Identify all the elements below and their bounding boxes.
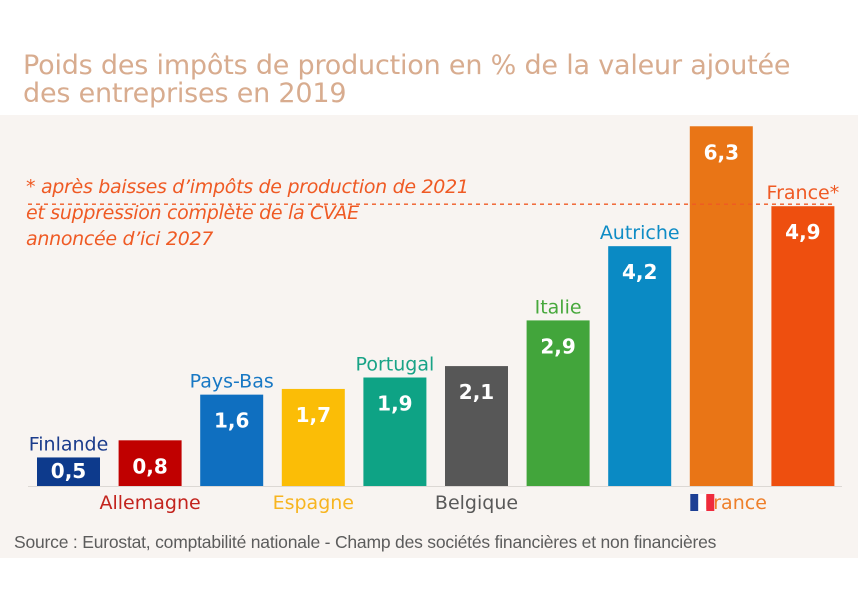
value-label-allemagne: 0,8 [132,454,167,478]
bar-finlande [37,457,100,486]
value-label-autriche: 4,2 [622,260,657,284]
chart-title-line-1: Poids des impôts de production en % de l… [23,50,791,81]
value-label-pays-bas: 1,6 [214,409,249,433]
source-note: Source : Eurostat, comptabilité national… [14,532,717,552]
category-label-autriche: Autriche [600,222,680,244]
french-flag-icon-red [706,494,715,511]
bar-espagne [281,388,345,486]
french-flag-icon-blue [690,494,699,511]
value-label-france: 6,3 [704,140,739,164]
bar-pays-bas [200,394,264,486]
annotation-line-1: * après baisses d’impôts de production d… [26,176,469,198]
annotation-note: * après baisses d’impôts de production d… [26,174,469,252]
value-label-portugal: 1,9 [377,392,412,416]
value-label-france-star: 4,9 [785,220,820,244]
value-label-finlande: 0,5 [51,459,86,483]
chart-title: Poids des impôts de production en % de l… [23,52,853,108]
bar-france [689,126,753,487]
category-label-allemagne: Allemagne [99,492,200,514]
french-flag-icon-white [698,494,707,511]
category-label-france-star: France* [767,182,840,204]
category-label-portugal: Portugal [356,354,435,376]
bar-belgique [445,366,508,486]
bar-france-star [771,206,835,486]
chart-title-line-2: des entreprises en 2019 [23,78,347,109]
category-label-espagne: Espagne [273,492,354,514]
value-label-espagne: 1,7 [296,403,331,427]
category-label-italie: Italie [535,296,582,318]
annotation-line-2: et suppression complète de la CVAE [26,202,359,224]
category-label-france: France [704,492,767,514]
bar-allemagne [118,440,182,486]
category-label-pays-bas: Pays-Bas [190,371,274,393]
bar-italie [526,320,590,486]
bar-portugal [363,377,427,486]
category-label-belgique: Belgique [435,492,518,514]
value-label-belgique: 2,1 [459,380,494,404]
annotation-line-3: annoncée d’ici 2027 [26,228,214,250]
value-label-italie: 2,9 [540,334,575,358]
category-label-finlande: Finlande [29,433,109,455]
bar-autriche [608,246,672,486]
